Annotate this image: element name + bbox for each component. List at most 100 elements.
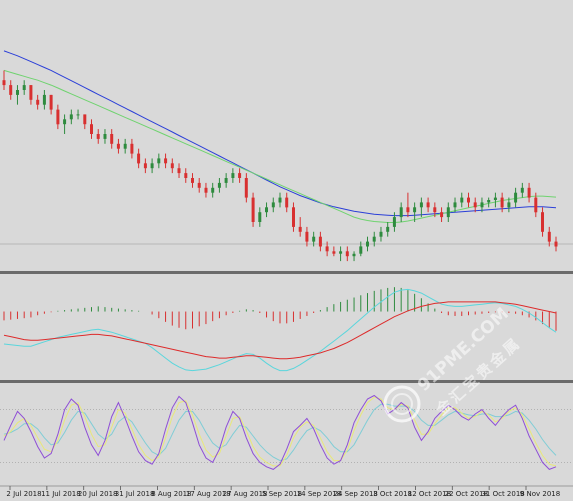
x-tick-label: 14 Sep 2018 bbox=[297, 490, 341, 498]
candle-body bbox=[96, 134, 100, 139]
candle-body bbox=[406, 207, 410, 213]
x-tick-label: 31 Jul 2018 bbox=[115, 490, 155, 498]
candle-body bbox=[217, 182, 221, 188]
price-panel bbox=[0, 50, 573, 262]
candle-body bbox=[244, 178, 248, 198]
x-tick-label: 31 Oct 2018 bbox=[481, 490, 524, 498]
candle-body bbox=[177, 168, 181, 174]
candle-body bbox=[123, 143, 127, 149]
candle-body bbox=[103, 134, 107, 139]
candle-body bbox=[130, 143, 134, 154]
candle-body bbox=[527, 187, 531, 198]
candle-body bbox=[238, 173, 242, 178]
candle-body bbox=[487, 200, 491, 203]
candle-body bbox=[312, 236, 316, 242]
x-tick-label: 2 Jul 2018 bbox=[6, 490, 41, 498]
candle-body bbox=[69, 114, 73, 120]
candle-body bbox=[191, 178, 194, 183]
macd-panel bbox=[3, 287, 557, 372]
candle-body bbox=[467, 197, 470, 203]
candle-body bbox=[352, 253, 356, 257]
candle-body bbox=[399, 207, 403, 218]
x-tick-label: 27 Aug 2018 bbox=[223, 490, 268, 498]
candle-body bbox=[298, 226, 302, 232]
x-tick-label: 22 Oct 2018 bbox=[445, 490, 488, 498]
candle-body bbox=[345, 251, 349, 257]
candle-body bbox=[137, 153, 141, 164]
candle-body bbox=[9, 85, 13, 95]
candle-body bbox=[413, 207, 417, 213]
candle-body bbox=[224, 178, 228, 183]
candle-body bbox=[359, 246, 363, 254]
candle-body bbox=[116, 143, 120, 149]
ma-slow-line bbox=[3, 50, 557, 217]
candle-body bbox=[372, 236, 376, 242]
candle-body bbox=[42, 94, 46, 105]
candle-body bbox=[433, 207, 437, 213]
candle-body bbox=[29, 85, 33, 100]
candle-body bbox=[63, 119, 67, 125]
candle-body bbox=[143, 163, 147, 169]
candle-body bbox=[271, 202, 275, 208]
candle-body bbox=[265, 207, 268, 213]
candle-body bbox=[49, 94, 53, 110]
x-tick-label: 11 Jul 2018 bbox=[41, 490, 81, 498]
candle-body bbox=[251, 197, 255, 222]
candle-body bbox=[22, 85, 26, 90]
macd-signal-line bbox=[3, 301, 557, 360]
x-tick-label: 5 Sep 2018 bbox=[262, 490, 302, 498]
candle-body bbox=[339, 251, 343, 254]
candle-body bbox=[332, 251, 336, 254]
candle-body bbox=[500, 197, 504, 208]
candle-body bbox=[541, 212, 544, 232]
panel-separator-price-macd[interactable] bbox=[0, 271, 573, 274]
candle-body bbox=[285, 197, 289, 208]
panel-separator-macd-osc[interactable] bbox=[0, 380, 573, 383]
candle-body bbox=[204, 187, 208, 193]
candle-body bbox=[211, 187, 215, 193]
candle-body bbox=[197, 182, 201, 188]
candle-body bbox=[278, 197, 282, 203]
x-tick-label: 24 Sep 2018 bbox=[334, 490, 378, 498]
candle-body bbox=[164, 158, 168, 164]
candle-body bbox=[2, 80, 6, 86]
candle-body bbox=[547, 231, 551, 242]
x-tick-label: 17 Aug 2018 bbox=[186, 490, 231, 498]
candle-body bbox=[554, 241, 558, 247]
coin-logo-icon bbox=[383, 385, 421, 423]
osc-slow-line bbox=[3, 403, 557, 462]
x-tick-label: 20 Jul 2018 bbox=[78, 490, 118, 498]
candle-body bbox=[36, 99, 40, 105]
candle-body bbox=[56, 109, 60, 125]
candle-body bbox=[366, 241, 369, 247]
candle-body bbox=[16, 90, 19, 95]
x-tick-label: 9 Nov 2018 bbox=[520, 490, 560, 498]
candle-body bbox=[318, 236, 322, 247]
candle-body bbox=[480, 202, 484, 208]
candle-body bbox=[258, 212, 262, 222]
candle-body bbox=[305, 231, 309, 242]
candle-body bbox=[170, 163, 174, 169]
candle-body bbox=[392, 217, 396, 227]
candle-body bbox=[379, 231, 383, 237]
osc-signal-line bbox=[3, 396, 557, 467]
ma-fast-line bbox=[3, 69, 557, 223]
candle-body bbox=[520, 187, 524, 193]
candle-body bbox=[460, 197, 464, 203]
candle-body bbox=[453, 202, 457, 208]
candle-body bbox=[419, 202, 423, 208]
candle-body bbox=[325, 246, 329, 252]
candle-body bbox=[426, 202, 430, 208]
candle-body bbox=[534, 197, 538, 213]
candle-body bbox=[157, 158, 161, 164]
panel-separators[interactable] bbox=[0, 271, 573, 487]
candle-body bbox=[292, 207, 295, 227]
candle-body bbox=[386, 226, 390, 232]
x-tick-label: 8 Aug 2018 bbox=[151, 490, 191, 498]
candle-body bbox=[184, 173, 188, 178]
oscillator-panel bbox=[0, 394, 573, 470]
